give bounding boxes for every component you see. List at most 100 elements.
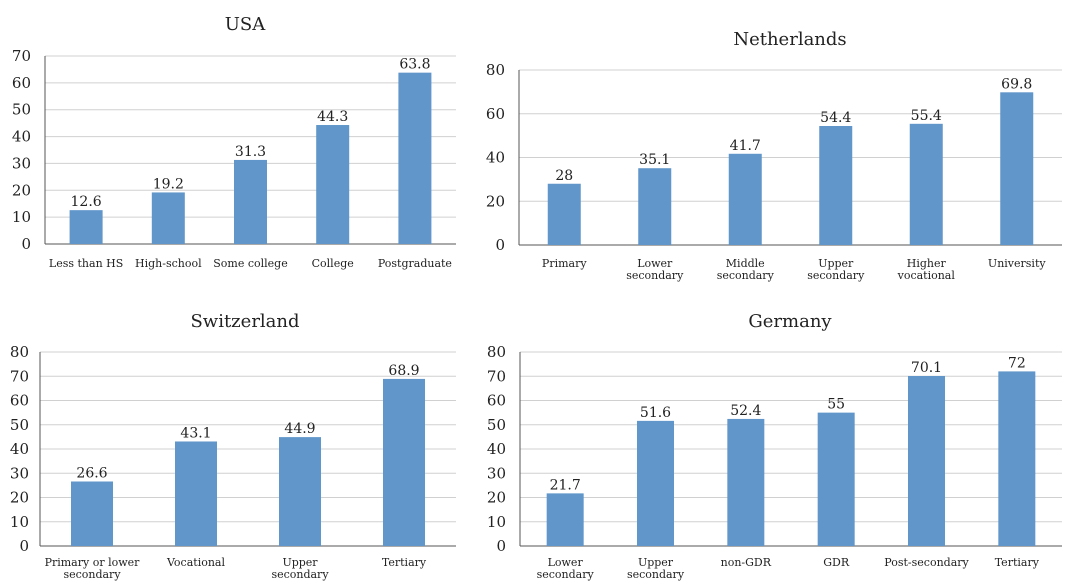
x-tick-label: Upper (638, 556, 674, 569)
x-tick-label: Middle (726, 257, 765, 270)
x-tick-label: Vocational (166, 556, 225, 569)
data-label: 28 (555, 168, 573, 184)
bar (71, 481, 113, 546)
chart-germany: Germany0102030405060708021.7Lowerseconda… (487, 311, 1062, 581)
data-label: 43.1 (180, 425, 211, 441)
y-tick-label: 80 (10, 343, 29, 361)
bar (69, 210, 103, 244)
y-tick-label: 50 (10, 416, 29, 434)
y-tick-label: 70 (12, 47, 31, 65)
bar (1000, 92, 1034, 245)
y-tick-label: 80 (486, 61, 505, 79)
y-tick-label: 30 (10, 464, 29, 482)
x-tick-label: High-school (135, 257, 202, 270)
x-tick-label: Less than HS (49, 257, 123, 270)
x-tick-label: Lower (548, 556, 584, 569)
y-tick-label: 40 (12, 128, 31, 146)
bar (398, 72, 432, 244)
y-tick-label: 70 (10, 367, 29, 385)
x-tick-label: GDR (823, 556, 850, 569)
data-label: 12.6 (71, 194, 102, 210)
data-label: 52.4 (730, 403, 761, 419)
data-label: 69.8 (1001, 76, 1032, 92)
y-tick-label: 10 (12, 208, 31, 226)
bar (151, 192, 185, 244)
x-tick-label: secondary (717, 269, 775, 282)
x-tick-label: Higher (907, 257, 947, 270)
bar (728, 153, 762, 245)
y-tick-label: 10 (10, 513, 29, 531)
y-tick-label: 60 (12, 74, 31, 92)
data-label: 21.7 (550, 477, 581, 493)
x-tick-label: Upper (282, 556, 318, 569)
x-tick-label: Lower (637, 257, 673, 270)
y-tick-label: 70 (487, 367, 506, 385)
y-tick-label: 40 (10, 440, 29, 458)
bar (727, 418, 765, 546)
bar (316, 125, 350, 244)
y-tick-label: 20 (486, 192, 505, 210)
bar (819, 126, 853, 245)
chart-title: USA (225, 14, 267, 35)
data-label: 31.3 (235, 144, 266, 160)
y-tick-label: 50 (12, 101, 31, 119)
x-tick-label: Primary (542, 257, 587, 270)
data-label: 70.1 (911, 360, 942, 376)
data-label: 41.7 (730, 138, 761, 154)
x-tick-label: Upper (818, 257, 854, 270)
chart-title: Switzerland (190, 311, 299, 332)
chart-netherlands: Netherlands02040608028Primary35.1Lowerse… (486, 29, 1062, 282)
data-label: 19.2 (153, 176, 184, 192)
data-label: 55.4 (911, 108, 942, 124)
bar (637, 420, 674, 546)
bar (909, 123, 943, 245)
chart-title: Germany (748, 311, 832, 332)
x-tick-label: Tertiary (995, 556, 1040, 569)
data-label: 72 (1008, 355, 1026, 371)
data-label: 54.4 (820, 110, 851, 126)
x-tick-label: College (312, 257, 354, 270)
x-tick-label: secondary (537, 568, 595, 581)
data-label: 35.1 (639, 152, 670, 168)
y-tick-label: 20 (12, 181, 31, 199)
x-tick-label: Post-secondary (884, 556, 969, 569)
y-tick-label: 60 (487, 392, 506, 410)
y-tick-label: 0 (496, 537, 506, 555)
x-tick-label: secondary (626, 269, 684, 282)
y-tick-label: 0 (495, 236, 505, 254)
chart-usa: USA 0 10 20 30 40 50 60 70 12.6 Less than HS 19.2 Hi… (12, 14, 456, 270)
chart-switzerland: Switzerland 0 10 20 30 40 50 60 70 80 26.6 Primary … (10, 311, 456, 581)
y-tick-label: 0 (21, 235, 31, 253)
x-tick-label: non-GDR (721, 556, 772, 569)
y-tick-label: 30 (487, 464, 506, 482)
x-tick-label: secondary (627, 568, 685, 581)
y-tick-label: 60 (10, 392, 29, 410)
y-tick-label: 40 (487, 440, 506, 458)
data-label: 26.6 (76, 465, 107, 481)
x-tick-label: vocational (897, 269, 956, 282)
y-tick-label: 0 (19, 537, 29, 555)
bar (546, 493, 584, 546)
x-tick-label: Primary or lower (45, 556, 141, 569)
x-tick-label: Postgraduate (378, 257, 452, 270)
x-tick-label: University (988, 257, 1046, 270)
data-label: 63.8 (399, 57, 430, 73)
y-tick-label: 80 (487, 343, 506, 361)
y-tick-label: 10 (487, 513, 506, 531)
bar (908, 376, 945, 546)
chart-title: Netherlands (733, 29, 846, 50)
bar (383, 378, 425, 546)
bar (279, 437, 321, 546)
y-tick-label: 60 (486, 105, 505, 123)
data-label: 68.9 (388, 363, 419, 379)
x-tick-label: secondary (63, 568, 121, 581)
x-tick-label: Tertiary (382, 556, 427, 569)
y-tick-label: 20 (487, 489, 506, 507)
data-label: 55 (827, 397, 845, 413)
bar (547, 183, 581, 245)
y-tick-label: 50 (487, 416, 506, 434)
x-tick-label: Some college (213, 257, 287, 270)
bar (234, 159, 267, 244)
data-label: 44.9 (284, 421, 315, 437)
